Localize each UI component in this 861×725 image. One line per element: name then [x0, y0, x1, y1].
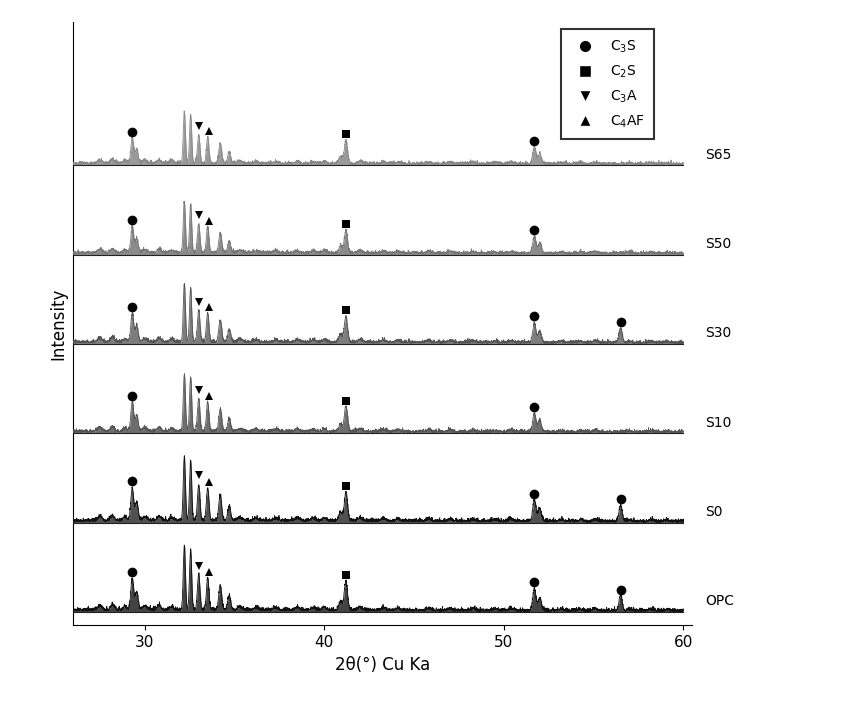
Text: S65: S65 [704, 147, 730, 162]
Y-axis label: Intensity: Intensity [49, 288, 67, 360]
Text: S30: S30 [704, 326, 730, 340]
Text: S0: S0 [704, 505, 722, 519]
Text: OPC: OPC [704, 594, 733, 608]
Text: S50: S50 [704, 237, 730, 251]
X-axis label: 2θ(°) Cu Ka: 2θ(°) Cu Ka [335, 655, 430, 674]
Text: S10: S10 [704, 415, 730, 430]
Legend: C$_3$S, C$_2$S, C$_3$A, C$_4$AF: C$_3$S, C$_2$S, C$_3$A, C$_4$AF [561, 29, 653, 139]
